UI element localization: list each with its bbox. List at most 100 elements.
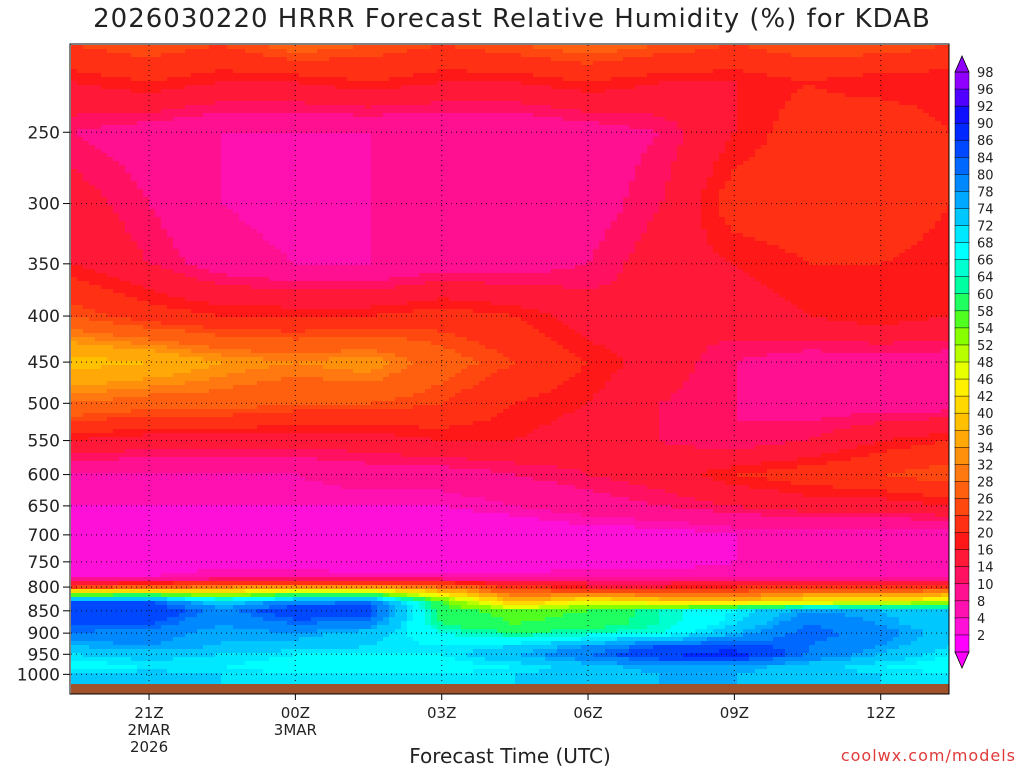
rh-cell: [929, 169, 936, 174]
rh-cell: [617, 169, 624, 174]
rh-cell: [665, 93, 672, 98]
rh-cell: [323, 85, 330, 90]
rh-cell: [305, 81, 312, 86]
rh-cell: [233, 173, 240, 178]
rh-cell: [473, 105, 480, 110]
rh-cell: [647, 81, 654, 86]
rh-cell: [311, 49, 318, 54]
rh-cell: [455, 169, 462, 174]
rh-cell: [545, 73, 552, 78]
rh-cell: [743, 65, 750, 70]
rh-cell: [881, 153, 888, 158]
rh-cell: [503, 165, 510, 170]
rh-cell: [161, 117, 168, 122]
rh-cell: [917, 129, 924, 134]
rh-cell: [437, 177, 444, 182]
rh-cell: [869, 65, 876, 70]
rh-cell: [245, 129, 252, 134]
rh-cell: [149, 61, 156, 66]
rh-cell: [623, 149, 630, 154]
rh-cell: [377, 45, 384, 50]
rh-cell: [497, 129, 504, 134]
rh-cell: [113, 169, 120, 174]
rh-cell: [725, 45, 732, 50]
rh-cell: [785, 145, 792, 150]
rh-cell: [545, 145, 552, 150]
rh-cell: [443, 77, 450, 82]
rh-cell: [755, 125, 762, 130]
rh-cell: [437, 109, 444, 114]
rh-cell: [683, 125, 690, 130]
rh-cell: [653, 173, 660, 178]
rh-cell: [707, 117, 714, 122]
rh-cell: [497, 109, 504, 114]
rh-cell: [83, 89, 90, 94]
rh-cell: [383, 57, 390, 62]
rh-cell: [131, 65, 138, 70]
rh-cell: [617, 137, 624, 142]
rh-cell: [575, 73, 582, 78]
rh-cell: [635, 81, 642, 86]
rh-cell: [179, 81, 186, 86]
rh-cell: [755, 89, 762, 94]
rh-cell: [287, 105, 294, 110]
rh-cell: [797, 109, 804, 114]
rh-cell: [287, 137, 294, 142]
rh-cell: [119, 113, 126, 118]
rh-cell: [857, 45, 864, 50]
rh-cell: [443, 101, 450, 106]
rh-cell: [413, 153, 420, 158]
rh-cell: [629, 85, 636, 90]
rh-cell: [653, 149, 660, 154]
rh-cell: [245, 65, 252, 70]
rh-cell: [251, 121, 258, 126]
rh-cell: [707, 101, 714, 106]
rh-cell: [179, 105, 186, 110]
rh-cell: [203, 113, 210, 118]
rh-cell: [341, 85, 348, 90]
rh-cell: [305, 53, 312, 58]
rh-cell: [743, 161, 750, 166]
rh-cell: [929, 129, 936, 134]
rh-cell: [629, 141, 636, 146]
rh-cell: [269, 85, 276, 90]
rh-cell: [293, 69, 300, 74]
rh-cell: [569, 109, 576, 114]
rh-cell: [119, 101, 126, 106]
rh-cell: [641, 69, 648, 74]
rh-cell: [875, 129, 882, 134]
rh-cell: [119, 89, 126, 94]
rh-cell: [353, 173, 360, 178]
rh-cell: [869, 105, 876, 110]
rh-cell: [899, 121, 906, 126]
rh-cell: [779, 165, 786, 170]
rh-cell: [353, 145, 360, 150]
rh-cell: [821, 161, 828, 166]
rh-cell: [167, 49, 174, 54]
rh-cell: [779, 97, 786, 102]
rh-cell: [143, 61, 150, 66]
rh-cell: [341, 169, 348, 174]
rh-cell: [419, 177, 426, 182]
rh-cell: [503, 141, 510, 146]
rh-cell: [527, 165, 534, 170]
rh-cell: [689, 161, 696, 166]
rh-cell: [497, 125, 504, 130]
rh-cell: [851, 73, 858, 78]
rh-cell: [659, 149, 666, 154]
rh-cell: [449, 109, 456, 114]
rh-cell: [905, 133, 912, 138]
rh-cell: [293, 177, 300, 182]
rh-cell: [473, 149, 480, 154]
rh-cell: [689, 145, 696, 150]
rh-cell: [209, 101, 216, 106]
rh-cell: [641, 45, 648, 50]
rh-cell: [881, 173, 888, 178]
rh-cell: [407, 49, 414, 54]
rh-cell: [767, 113, 774, 118]
rh-cell: [671, 49, 678, 54]
rh-cell: [227, 161, 234, 166]
rh-cell: [431, 77, 438, 82]
rh-cell: [437, 121, 444, 126]
rh-cell: [779, 133, 786, 138]
